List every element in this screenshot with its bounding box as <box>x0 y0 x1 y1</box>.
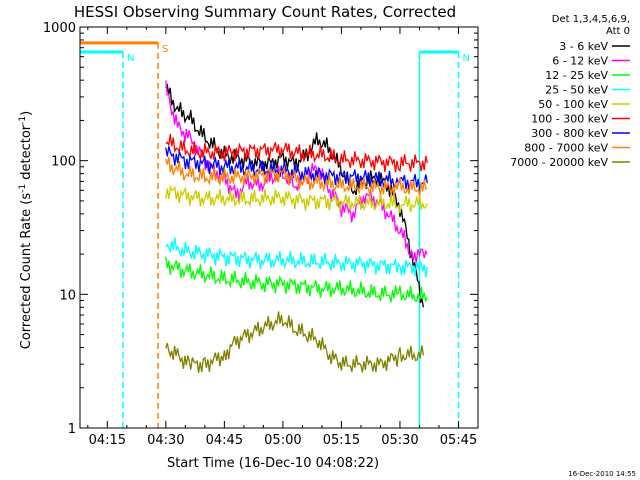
legend-entry-label: 25 - 50 keV <box>545 84 608 97</box>
x-tick-label: 05:00 <box>264 433 301 448</box>
legend: Det 1,3,4,5,6,9,Att 0 3 - 6 keV 6 - 12 keV… <box>510 14 630 169</box>
legend-header-line: Det 1,3,4,5,6,9, <box>552 14 630 25</box>
y-label-part-2: detector <box>19 124 34 184</box>
x-tick-label: 05:30 <box>381 433 418 448</box>
legend-header-line: Att 0 <box>606 26 630 37</box>
y-tick-label: 10 <box>59 288 76 303</box>
x-tick-label: 04:15 <box>89 433 126 448</box>
series-lines <box>165 80 428 373</box>
y-tick-label: 1000 <box>43 21 76 36</box>
x-tick-label: 04:30 <box>147 433 184 448</box>
series-line <box>165 256 428 304</box>
instrument-flags: N NS <box>80 41 470 428</box>
series-line <box>165 184 428 214</box>
timestamp: 16-Dec-2010 14:55 <box>568 470 636 478</box>
y-label-sup-1: -1 <box>18 184 28 193</box>
y-label-sup-2: -1 <box>18 116 28 125</box>
series-line <box>165 134 428 173</box>
legend-entry-label: 7000 - 20000 keV <box>510 156 608 169</box>
x-tick-label: 05:45 <box>440 433 477 448</box>
legend-entry-label: 300 - 800 keV <box>531 127 608 140</box>
legend-entry-label: 800 - 7000 keV <box>524 142 608 155</box>
chart-title: HESSI Observing Summary Count Rates, Cor… <box>74 3 456 21</box>
legend-entry-label: 50 - 100 keV <box>538 98 608 111</box>
series-line <box>165 80 428 264</box>
series-line <box>165 237 428 278</box>
flag-label: N <box>127 53 134 64</box>
y-axis-label: Corrected Count Rate (s-1 detector-1) <box>18 111 34 349</box>
y-label-part-3: ) <box>19 111 34 116</box>
x-axis-label: Start Time (16-Dec-10 04:08:22) <box>167 456 379 471</box>
y-label-part-1: Corrected Count Rate (s <box>19 193 34 350</box>
x-tick-label: 04:45 <box>206 433 243 448</box>
y-tick-label: 1 <box>68 422 76 437</box>
legend-entry-label: 6 - 12 keV <box>552 55 608 68</box>
flag-label: N <box>462 53 469 64</box>
legend-entry-label: 3 - 6 keV <box>559 40 608 53</box>
plot-frame <box>79 26 479 429</box>
series-line <box>165 146 428 192</box>
axes: 04:15 04:30 04:45 05:00 05:15 05:30 05:45 1 10 10… <box>43 21 479 448</box>
series-line <box>165 156 428 198</box>
legend-entry-label: 100 - 300 keV <box>531 113 608 126</box>
x-tick-label: 05:15 <box>323 433 360 448</box>
legend-entry-label: 12 - 25 keV <box>545 69 608 82</box>
flag-label: S <box>162 44 168 55</box>
series-line <box>165 311 425 373</box>
y-tick-label: 100 <box>51 155 76 170</box>
